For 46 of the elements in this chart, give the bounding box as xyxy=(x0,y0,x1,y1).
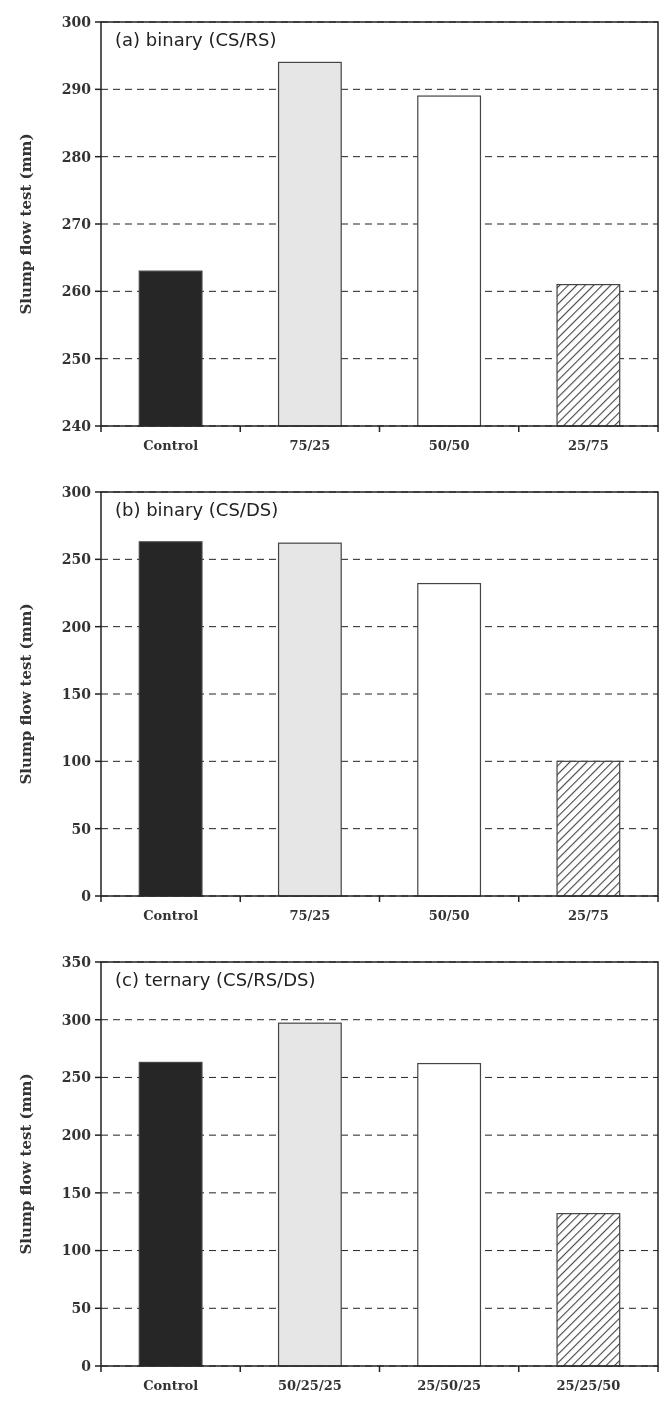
x-tick-label: 50/50 xyxy=(428,438,470,453)
y-tick-label: 200 xyxy=(61,1127,92,1144)
y-tick-label: 280 xyxy=(61,148,92,165)
chart-title: (c) ternary (CS/RS/DS) xyxy=(115,969,316,990)
y-tick-label: 0 xyxy=(81,887,92,904)
y-axis-title: Slump flow test (mm) xyxy=(17,603,35,785)
y-tick-label: 290 xyxy=(61,81,92,98)
y-tick-label: 200 xyxy=(61,618,92,635)
x-tick-label: Control xyxy=(143,908,199,923)
y-tick-label: 50 xyxy=(71,1300,92,1317)
chart-title: (b) binary (CS/DS) xyxy=(115,499,279,520)
y-tick-label: 300 xyxy=(61,13,92,30)
y-tick-label: 350 xyxy=(61,953,92,970)
y-tick-label: 250 xyxy=(61,551,92,568)
y-tick-label: 150 xyxy=(61,1184,92,1201)
bar xyxy=(417,582,482,897)
y-tick-label: 270 xyxy=(61,215,92,232)
chart-title: (a) binary (CS/RS) xyxy=(115,29,277,50)
x-tick-label: 25/50/25 xyxy=(417,1378,482,1393)
x-tick-label: 25/75 xyxy=(567,438,609,453)
bar xyxy=(556,760,621,897)
y-tick-label: 240 xyxy=(61,417,92,434)
y-tick-label: 50 xyxy=(71,820,92,837)
y-tick-label: 250 xyxy=(61,1069,92,1086)
x-tick-label: 50/25/25 xyxy=(277,1378,342,1393)
x-tick-label: 75/25 xyxy=(289,438,331,453)
y-axis-title: Slump flow test (mm) xyxy=(17,133,35,315)
y-tick-label: 100 xyxy=(61,1242,92,1259)
y-tick-label: 300 xyxy=(61,483,92,500)
y-axis-title: Slump flow test (mm) xyxy=(17,1073,35,1255)
bar xyxy=(417,1062,482,1367)
x-tick-label: Control xyxy=(143,1378,199,1393)
y-tick-label: 0 xyxy=(81,1357,92,1374)
y-tick-label: 100 xyxy=(61,753,92,770)
y-tick-label: 250 xyxy=(61,350,92,367)
x-tick-label: 50/50 xyxy=(428,908,470,923)
x-tick-label: Control xyxy=(143,438,199,453)
x-tick-label: 25/75 xyxy=(567,908,609,923)
bar xyxy=(277,1022,342,1367)
y-tick-label: 260 xyxy=(61,283,92,300)
y-tick-label: 300 xyxy=(61,1011,92,1028)
y-tick-label: 150 xyxy=(61,685,92,702)
x-tick-label: 75/25 xyxy=(289,908,331,923)
x-tick-label: 25/25/50 xyxy=(556,1378,621,1393)
bar xyxy=(277,542,342,897)
bar xyxy=(556,1213,621,1367)
